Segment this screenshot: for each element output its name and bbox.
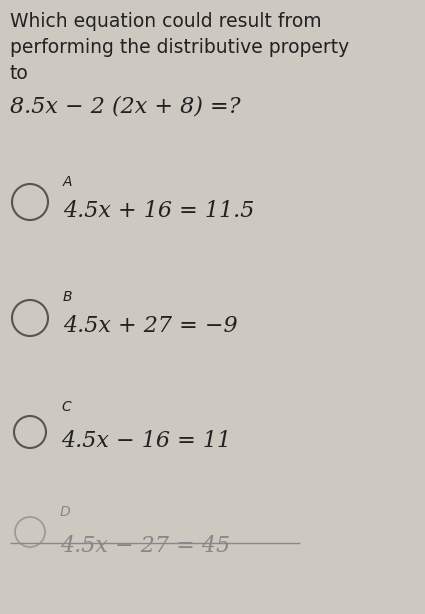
Text: performing the distributive property: performing the distributive property: [10, 38, 349, 57]
Text: 4.5x − 27 = 45: 4.5x − 27 = 45: [60, 535, 230, 557]
Text: 4.5x − 16 = 11: 4.5x − 16 = 11: [61, 430, 231, 452]
Text: to: to: [10, 64, 29, 83]
Text: 4.5x + 16 = 11.5: 4.5x + 16 = 11.5: [63, 200, 255, 222]
Text: Which equation could result from: Which equation could result from: [10, 12, 322, 31]
Text: C: C: [61, 400, 71, 414]
Text: D: D: [60, 505, 71, 519]
Text: 4.5x + 27 = −9: 4.5x + 27 = −9: [63, 315, 238, 337]
Text: B: B: [63, 290, 73, 304]
Text: 8.5x − 2 (2x + 8) =?: 8.5x − 2 (2x + 8) =?: [10, 95, 241, 117]
Text: A: A: [63, 175, 73, 189]
